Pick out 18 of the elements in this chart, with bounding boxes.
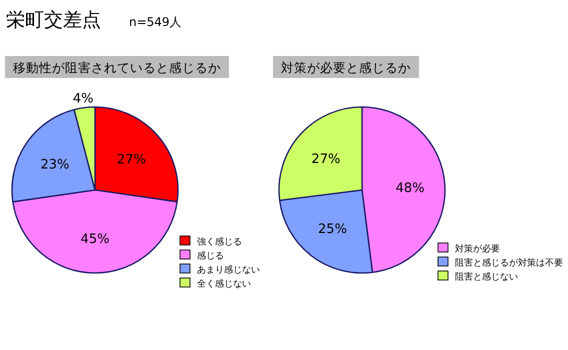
legend-label: 対策が必要 (455, 244, 500, 254)
legend-label: 阻害と感じるが対策は不要 (455, 258, 563, 268)
data-label: 27% (311, 152, 340, 168)
data-label: 45% (80, 232, 110, 248)
data-label: 27% (116, 152, 146, 168)
text: n=549人 (129, 15, 182, 29)
chart-title: 移動性が阻害されていると感じるか (13, 60, 221, 75)
data-label: 4% (72, 92, 94, 107)
legend-label: 全く感じない (197, 278, 251, 290)
legend-label: あまり感じない (197, 264, 260, 276)
data-label: 48% (396, 180, 424, 196)
legend-label: 阻害と感じない (455, 272, 518, 282)
text: 栄町交差点 (6, 9, 101, 31)
legend-label: 強く感じる (197, 236, 242, 248)
data-label: 25% (318, 222, 347, 238)
data-label: 23% (40, 157, 70, 172)
chart-title: 対策が必要と感じるか (281, 60, 411, 75)
legend-label: 感じる (197, 250, 224, 262)
